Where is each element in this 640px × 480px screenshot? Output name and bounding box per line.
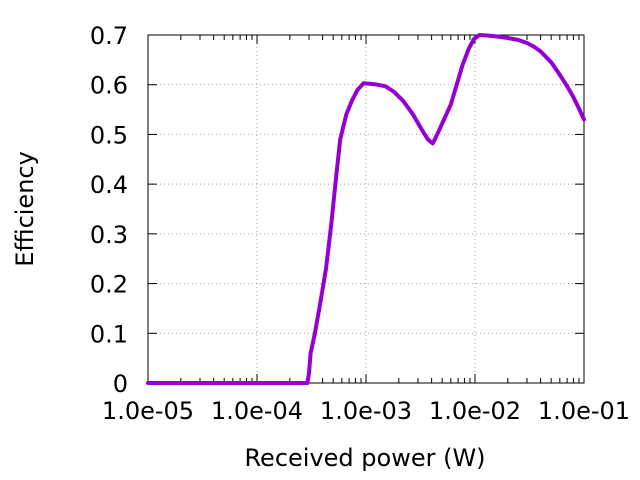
data-point bbox=[401, 99, 405, 103]
data-point bbox=[516, 38, 520, 42]
data-point bbox=[318, 302, 322, 305]
data-point bbox=[146, 381, 150, 385]
grid bbox=[148, 35, 584, 383]
data-point bbox=[419, 127, 423, 130]
data-point bbox=[539, 49, 543, 53]
data-point bbox=[307, 371, 311, 375]
data-point bbox=[532, 45, 536, 49]
data-point bbox=[305, 381, 309, 385]
data-point bbox=[558, 73, 562, 77]
data-point bbox=[309, 351, 313, 355]
data-point bbox=[313, 331, 317, 335]
x-tick-label: 1.0e-01 bbox=[538, 397, 630, 425]
data-point bbox=[525, 41, 529, 45]
data-point bbox=[356, 88, 360, 92]
data-point bbox=[442, 118, 446, 121]
data-point bbox=[329, 222, 333, 226]
data-point bbox=[472, 37, 476, 41]
data-point bbox=[344, 113, 348, 116]
data-point bbox=[338, 137, 342, 141]
data-point bbox=[577, 107, 581, 111]
data-point bbox=[426, 137, 430, 141]
y-tick-label: 0.6 bbox=[90, 72, 128, 100]
data-point bbox=[565, 84, 569, 88]
x-tick-label: 1.0e-04 bbox=[211, 397, 303, 425]
data-point bbox=[383, 84, 387, 88]
data-point bbox=[478, 33, 481, 37]
data-point bbox=[449, 103, 453, 107]
x-tick-label: 1.0e-05 bbox=[102, 397, 194, 425]
x-tick-label: 1.0e-02 bbox=[429, 397, 521, 425]
y-tick-label: 0.7 bbox=[90, 22, 128, 50]
data-point bbox=[467, 46, 471, 50]
y-axis-label: Efficiency bbox=[11, 151, 39, 267]
y-tick-label: 0 bbox=[113, 370, 128, 398]
data-point bbox=[455, 83, 459, 87]
y-tick-label: 0.4 bbox=[90, 171, 128, 199]
data-point bbox=[411, 113, 415, 116]
data-point bbox=[373, 82, 377, 86]
plot-border bbox=[147, 34, 585, 384]
data-point bbox=[582, 118, 586, 121]
data-point bbox=[431, 141, 435, 145]
data-point bbox=[485, 34, 489, 37]
y-tick-label: 0.3 bbox=[90, 221, 128, 249]
y-tick-label: 0.1 bbox=[90, 320, 128, 348]
x-axis-label: Received power (W) bbox=[244, 444, 485, 472]
y-tick-label: 0.5 bbox=[90, 121, 128, 149]
data-point bbox=[334, 177, 338, 181]
x-tick-labels: 1.0e-05 1.0e-04 1.0e-03 1.0e-02 1.0e-01 bbox=[102, 397, 630, 425]
data-point bbox=[506, 36, 510, 40]
data-point bbox=[350, 98, 354, 102]
data-point bbox=[435, 132, 439, 136]
data-point bbox=[495, 35, 499, 38]
data-point bbox=[255, 381, 259, 385]
series bbox=[146, 33, 586, 385]
data-point bbox=[571, 95, 575, 99]
x-tick-label: 1.0e-03 bbox=[320, 397, 412, 425]
data-point bbox=[461, 63, 465, 67]
data-point bbox=[392, 90, 396, 94]
y-tick-labels: 0 0.1 0.2 0.3 0.4 0.5 0.6 0.7 bbox=[90, 22, 128, 398]
data-point bbox=[362, 81, 366, 85]
data-point bbox=[549, 60, 553, 64]
data-point bbox=[324, 267, 328, 271]
y-tick-label: 0.2 bbox=[90, 271, 128, 299]
